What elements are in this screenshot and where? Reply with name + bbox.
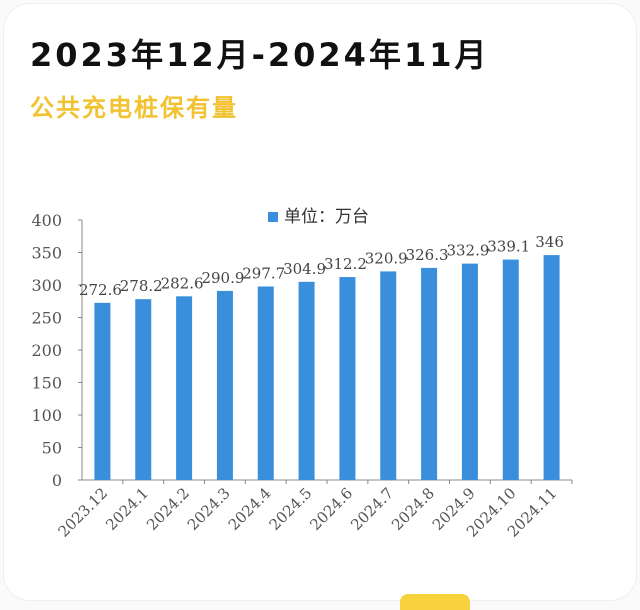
x-tick-label: 2024.5 xyxy=(266,484,316,534)
data-label: 282.6 xyxy=(161,274,204,292)
y-tick-label: 0 xyxy=(52,471,62,490)
y-tick-label: 350 xyxy=(31,244,62,263)
x-tick-label: 2024.6 xyxy=(306,484,356,534)
x-tick-label: 2023.12 xyxy=(55,484,112,541)
bar xyxy=(94,302,111,480)
bar xyxy=(176,296,193,480)
bar xyxy=(421,267,438,480)
legend-label: 单位：万台 xyxy=(284,207,369,227)
y-tick-label: 200 xyxy=(31,341,62,360)
y-tick-label: 150 xyxy=(31,374,62,393)
data-label: 320.9 xyxy=(365,249,408,267)
x-tick-label: 2024.7 xyxy=(347,484,397,534)
bar xyxy=(543,255,560,480)
page-title: 2023年12月-2024年11月 xyxy=(30,36,490,74)
bar xyxy=(461,263,478,480)
x-tick-label: 2024.8 xyxy=(388,484,438,534)
data-label: 297.7 xyxy=(242,264,285,282)
data-label: 339.1 xyxy=(487,238,530,256)
x-tick-label: 2024.1 xyxy=(102,484,152,534)
chart-card xyxy=(4,4,636,600)
bar xyxy=(502,259,519,480)
decorative-yellow-shape xyxy=(400,594,470,610)
x-tick-label: 2024.3 xyxy=(184,484,234,534)
data-label: 304.9 xyxy=(283,260,326,278)
data-label: 332.9 xyxy=(446,242,489,260)
y-tick-label: 250 xyxy=(31,309,62,328)
y-tick-label: 400 xyxy=(31,211,62,230)
x-tick-label: 2024.4 xyxy=(225,484,275,534)
y-tick-label: 50 xyxy=(42,439,62,458)
data-label: 346 xyxy=(535,233,564,251)
page-subtitle: 公共充电桩保有量 xyxy=(30,94,238,122)
data-label: 278.2 xyxy=(120,277,163,295)
data-label: 290.9 xyxy=(201,269,244,287)
bar xyxy=(257,286,274,480)
data-label: 272.6 xyxy=(79,281,122,299)
y-tick-label: 300 xyxy=(31,276,62,295)
x-tick-label: 2024.2 xyxy=(143,484,193,534)
bar xyxy=(339,277,356,480)
y-tick-label: 100 xyxy=(31,406,62,425)
bar xyxy=(216,290,233,480)
bar xyxy=(135,299,152,480)
data-label: 326.3 xyxy=(406,246,449,264)
bar xyxy=(380,271,397,480)
bar xyxy=(298,281,315,480)
legend-swatch xyxy=(268,212,278,222)
data-label: 312.2 xyxy=(324,255,367,273)
